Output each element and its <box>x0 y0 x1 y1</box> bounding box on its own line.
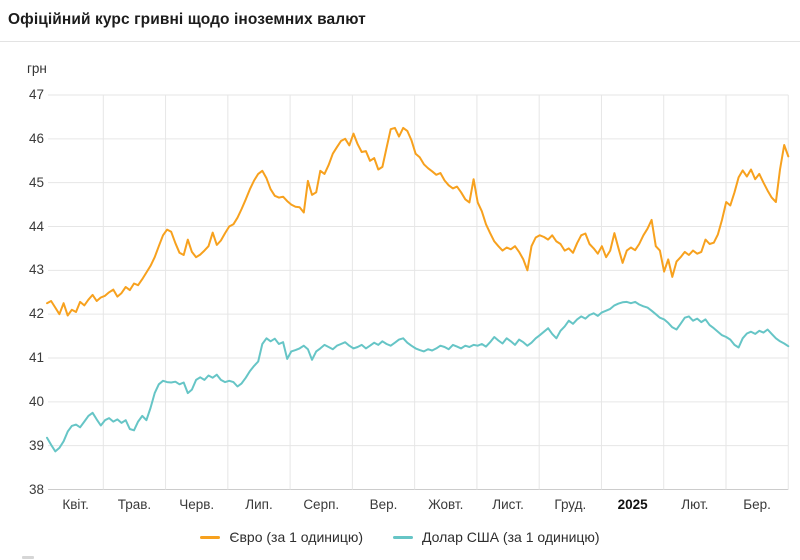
usd-series-line[interactable] <box>46 300 790 453</box>
y-tick-label: 45 <box>28 174 44 190</box>
y-tick-label: 42 <box>28 306 44 322</box>
chart-legend: Євро (за 1 одиницю) Долар США (за 1 один… <box>0 529 800 545</box>
y-tick-label: 43 <box>28 262 44 278</box>
x-tick-label: Лист. <box>492 497 524 512</box>
usd-line-swatch <box>393 535 414 539</box>
x-tick-label: Жовт. <box>428 497 464 512</box>
legend-item-euro[interactable]: Євро (за 1 одиницю) <box>200 529 363 545</box>
x-tick-label: Серп. <box>303 497 340 512</box>
y-tick-label: 46 <box>28 130 44 146</box>
cutoff-content-sliver <box>22 556 34 559</box>
x-tick-label: Квіт. <box>62 497 89 512</box>
legend-item-usd[interactable]: Долар США (за 1 одиницю) <box>393 529 600 545</box>
x-tick-label: Лип. <box>245 497 273 512</box>
y-tick-label: 47 <box>28 87 44 102</box>
legend-label-usd: Долар США (за 1 одиницю) <box>422 529 600 545</box>
y-tick-label: 41 <box>28 350 44 365</box>
page-title: Офіційний курс гривні щодо іноземних вал… <box>8 11 366 28</box>
euro-line-swatch <box>200 535 221 539</box>
y-tick-label: 38 <box>28 481 44 497</box>
x-tick-label: Груд. <box>554 497 587 512</box>
euro-series-line[interactable] <box>46 126 790 317</box>
y-axis-unit-label: грн <box>27 61 47 76</box>
x-tick-label: Черв. <box>179 497 215 512</box>
legend-label-euro: Євро (за 1 одиницю) <box>229 529 364 545</box>
y-tick-label: 39 <box>28 437 44 453</box>
y-tick-label: 40 <box>28 393 44 409</box>
x-tick-label: Бер. <box>743 497 771 512</box>
x-tick-label: Трав. <box>117 497 152 512</box>
x-tick-label: Вер. <box>369 497 398 512</box>
y-tick-label: 44 <box>28 218 44 234</box>
x-tick-label: 2025 <box>617 497 648 512</box>
chart-header: Офіційний курс гривні щодо іноземних вал… <box>0 0 800 42</box>
x-tick-label: Лют. <box>681 497 709 512</box>
